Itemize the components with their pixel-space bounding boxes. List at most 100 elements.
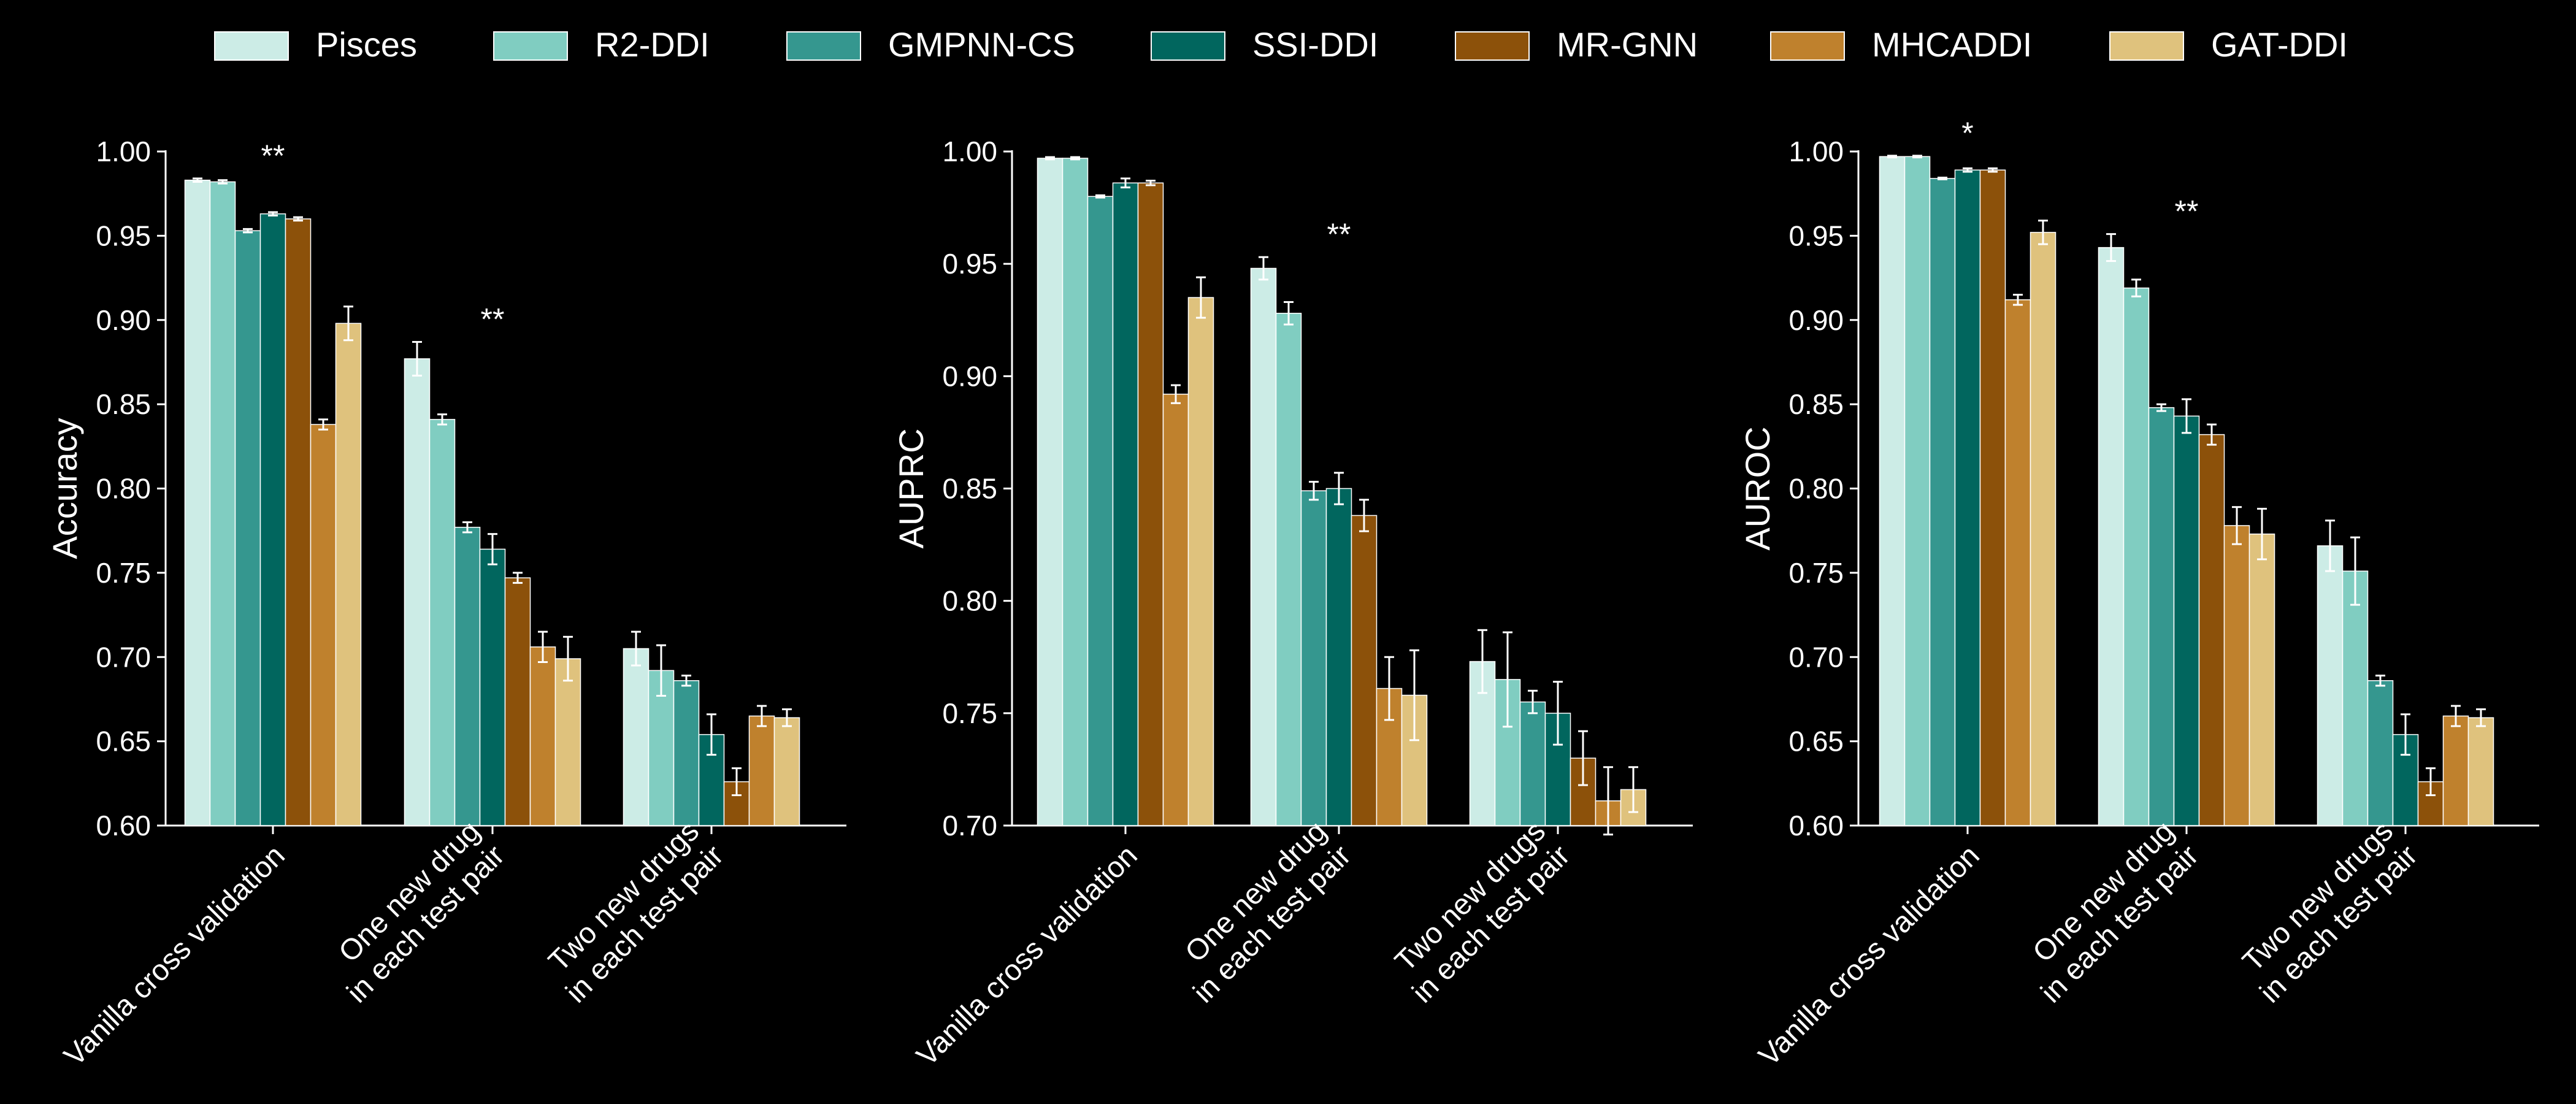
x-category-label: Two new drugsin each test pair [1382, 815, 1576, 1010]
bar [234, 230, 261, 826]
bar [773, 717, 800, 826]
bar [2223, 525, 2250, 826]
bar [1904, 156, 1931, 826]
bar [479, 548, 506, 826]
bar [1087, 196, 1114, 826]
y-tick-label: 1.00 [1788, 136, 1844, 167]
y-tick-label: 0.60 [96, 810, 151, 841]
bar-group [1469, 629, 1647, 836]
bar-group [623, 631, 800, 826]
y-tick-label: 0.85 [1788, 388, 1844, 420]
bar [504, 577, 531, 826]
bar-group: ** [404, 302, 581, 826]
bar [2467, 717, 2494, 826]
legend-swatch [1151, 31, 1225, 61]
y-tick-label: 0.80 [1788, 473, 1844, 505]
x-category-label-line: Vanilla cross validation [58, 839, 291, 1072]
y-tick-label: 0.85 [96, 388, 151, 420]
y-tick-label: 0.95 [96, 220, 151, 251]
legend-swatch [214, 31, 289, 61]
y-tick-label: 0.70 [942, 810, 997, 841]
y-tick-label: 0.90 [942, 360, 997, 392]
y-tick-label: 0.75 [96, 557, 151, 589]
bar-group [2317, 519, 2494, 826]
bar [1162, 393, 1189, 826]
legend-item: MHCADDI [1770, 25, 2032, 64]
x-category-label: Vanilla cross validation [911, 839, 1144, 1072]
y-tick-label: 0.95 [942, 248, 997, 280]
legend-label: GMPNN-CS [888, 25, 1075, 64]
bar [529, 646, 556, 826]
significance-marker: ** [481, 302, 505, 336]
legend-item: GMPNN-CS [786, 25, 1075, 64]
bar [1300, 490, 1327, 826]
bar [1275, 313, 1302, 826]
bar [623, 648, 650, 826]
bar [1879, 156, 1906, 826]
bar [335, 323, 362, 826]
bar [2342, 570, 2369, 826]
y-tick-label: 0.65 [96, 726, 151, 757]
bar [2248, 533, 2275, 826]
bar [1137, 182, 1164, 826]
significance-marker: ** [2175, 194, 2199, 229]
legend-item: SSI-DDI [1151, 25, 1378, 64]
legend-swatch [1770, 31, 1845, 61]
legend-item: GAT-DDI [2109, 25, 2348, 64]
bar [2123, 287, 2150, 826]
y-tick-label: 0.70 [1788, 641, 1844, 673]
x-category-label: One new drugin each test pair [1163, 815, 1357, 1010]
bar [1187, 297, 1214, 826]
bar [1112, 182, 1139, 826]
y-axis-label: AUPRC [892, 428, 930, 548]
bar-group: * [1879, 116, 2057, 826]
bar [2030, 232, 2057, 826]
bar [2098, 247, 2125, 826]
bar [2198, 434, 2225, 826]
bar [1519, 701, 1546, 826]
chart-panel-auroc: 0.60 0.65 0.70 0.75 0.80 0.85 0.90 0.95 1.00 AURO… [1738, 116, 2539, 1073]
y-tick-label: 0.95 [1788, 220, 1844, 251]
bar [2317, 545, 2344, 826]
bar [285, 218, 312, 826]
y-tick-label: 0.80 [96, 473, 151, 505]
legend-swatch [1455, 31, 1530, 61]
x-category-label-line: Vanilla cross validation [1753, 839, 1986, 1072]
bar [454, 526, 481, 826]
legend-label: GAT-DDI [2211, 25, 2348, 64]
y-tick-label: 0.75 [942, 697, 997, 729]
bar [2442, 715, 2469, 826]
y-axis-label: AUROC [1738, 426, 1777, 550]
legend-label: Pisces [316, 25, 417, 64]
legend-label: MHCADDI [1872, 25, 2032, 64]
significance-marker: * [1961, 116, 1973, 150]
legend-swatch [2109, 31, 2184, 61]
significance-marker: ** [261, 139, 285, 173]
bar-group: ** [1250, 217, 1428, 826]
chart-panel-auprc: 0.70 0.75 0.80 0.85 0.90 0.95 1.00 AUPRC Vanilla… [892, 136, 1693, 1073]
bar-group [1037, 156, 1214, 826]
significance-marker: ** [1327, 217, 1351, 251]
bar [554, 658, 581, 826]
legend-label: MR-GNN [1557, 25, 1698, 64]
x-category-label: Vanilla cross validation [1753, 839, 1986, 1072]
bar [310, 424, 337, 826]
y-tick-label: 0.60 [1788, 810, 1844, 841]
legend-label: SSI-DDI [1252, 25, 1378, 64]
bar-group: ** [184, 139, 362, 826]
bar [429, 419, 456, 826]
bar [2367, 680, 2394, 826]
x-category-label-line: Vanilla cross validation [911, 839, 1144, 1072]
bar [1954, 169, 1981, 826]
bar [2148, 407, 2175, 826]
legend-item: Pisces [214, 25, 417, 64]
legend-label: R2-DDI [595, 25, 710, 64]
legend-item: MR-GNN [1455, 25, 1698, 64]
bar [404, 358, 431, 826]
y-tick-label: 0.80 [942, 585, 997, 617]
bar [1062, 158, 1089, 826]
y-axis-label: Accuracy [45, 418, 84, 559]
bar [1037, 158, 1064, 826]
x-category-label: One new drugin each test pair [316, 815, 511, 1010]
